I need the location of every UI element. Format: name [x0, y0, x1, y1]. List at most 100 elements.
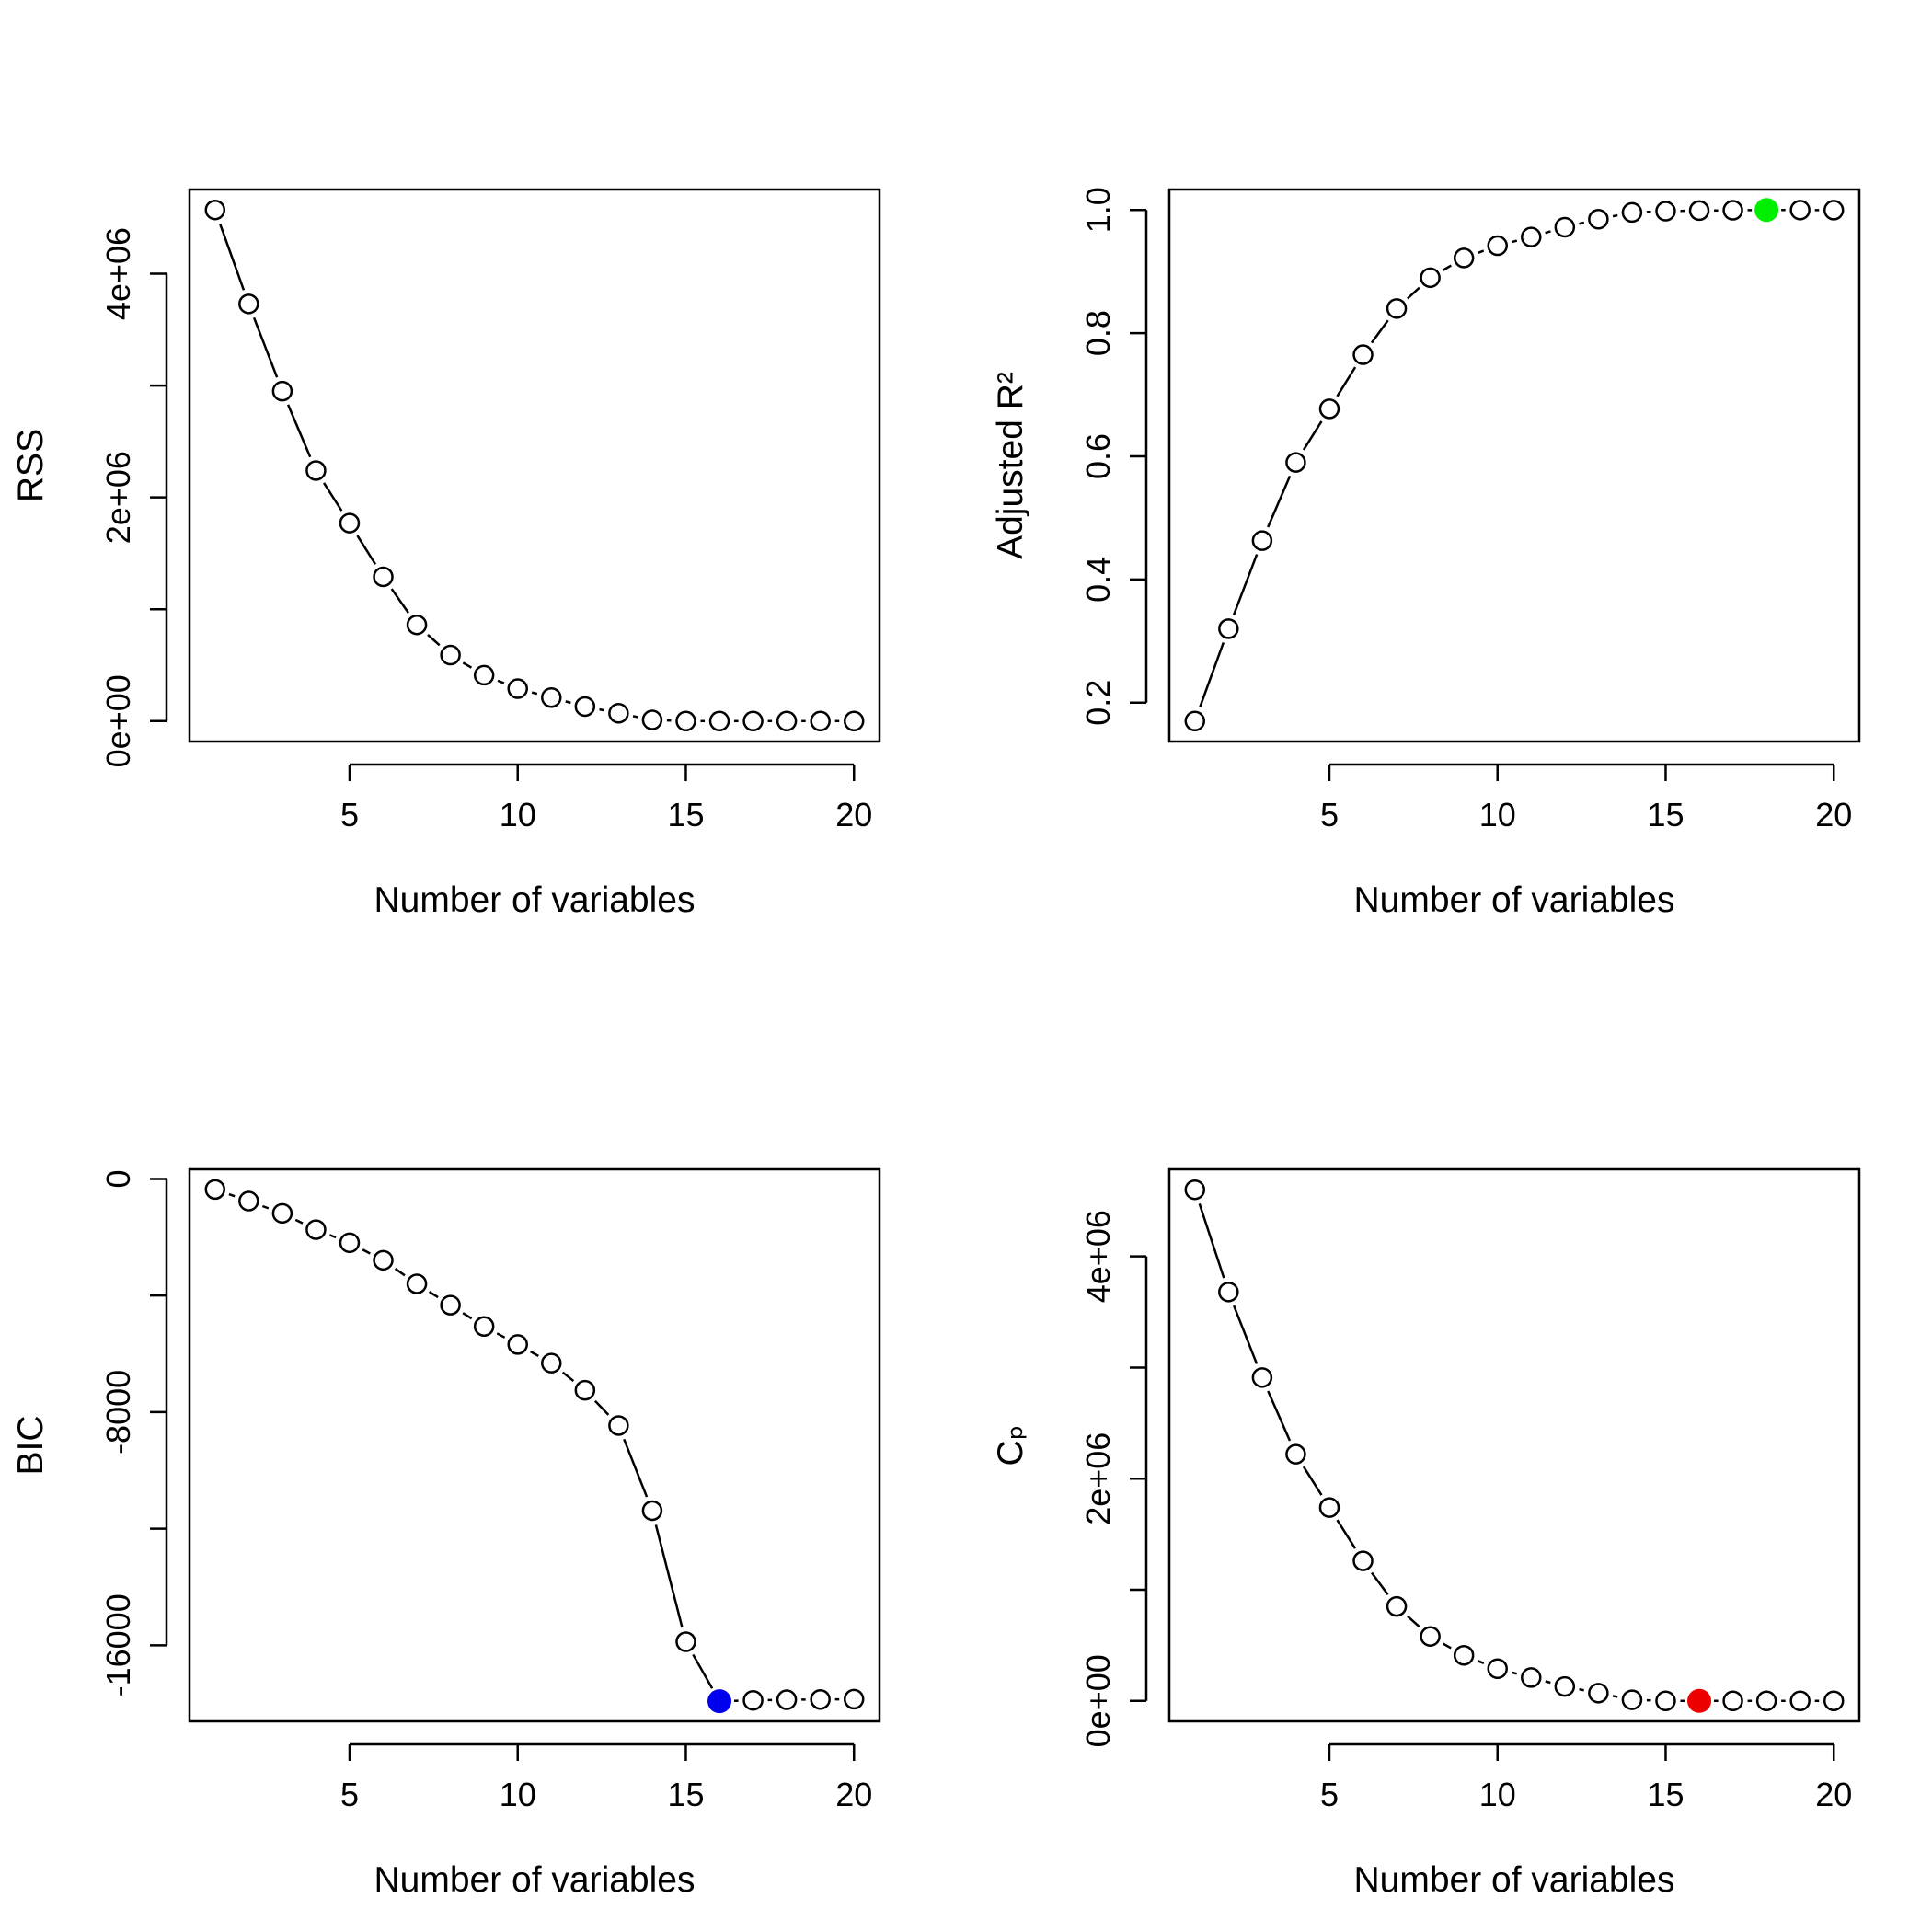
data-point — [473, 664, 495, 686]
data-point — [1251, 530, 1273, 551]
highlight-point — [707, 1689, 732, 1714]
x-axis-title: Number of variables — [374, 1860, 696, 1900]
connector-segment — [593, 1399, 610, 1416]
y-tick-label: 0.6 — [1079, 433, 1117, 479]
data-point — [843, 710, 865, 732]
data-point — [608, 1415, 629, 1436]
y-tick-label: -8000 — [99, 1370, 137, 1455]
x-tick-label: 5 — [340, 796, 359, 834]
data-point — [742, 1689, 764, 1711]
data-point — [1554, 216, 1576, 238]
y-tick-label: 0.4 — [1079, 557, 1117, 603]
x-axis-title: Number of variables — [1354, 880, 1675, 920]
connector-segment — [356, 535, 377, 566]
data-point — [440, 1294, 461, 1316]
data-point — [507, 1334, 528, 1355]
connector-segment — [654, 1524, 684, 1628]
data-point — [238, 1190, 259, 1212]
connector-segment — [1267, 1390, 1292, 1442]
data-point — [339, 512, 361, 534]
connector-segment — [1336, 1519, 1357, 1549]
connector-segment — [362, 1248, 371, 1255]
y-tick-label: -16000 — [99, 1593, 137, 1696]
data-point — [675, 1631, 696, 1652]
data-point — [1789, 1690, 1811, 1712]
x-tick-label: 10 — [500, 1776, 536, 1813]
data-point — [373, 566, 394, 588]
connector-segment — [1545, 1680, 1551, 1685]
chart-panel-adjr2: 5 10 15 20 0.2 0.4 0.6 0.8 1.0 Number of variable… — [991, 187, 1861, 920]
x-tick-label: 5 — [1320, 1776, 1339, 1813]
plot-frame — [1167, 188, 1861, 743]
chart-panel-bic: 5 10 15 20 0 -8000 -16000 Number of variables BI… — [11, 1167, 881, 1900]
x-tick-label: 15 — [667, 1776, 704, 1813]
data-point — [641, 1500, 663, 1522]
data-point — [1318, 398, 1340, 420]
data-point — [541, 1352, 562, 1374]
y-axis-title: BIC — [11, 1415, 51, 1475]
connector-segment — [261, 1204, 270, 1210]
x-axis-title: Number of variables — [374, 880, 696, 920]
connector-segment — [286, 404, 312, 458]
connector-segment — [632, 715, 638, 719]
data-point — [608, 703, 629, 724]
data-point — [473, 1316, 495, 1337]
connector-segment — [328, 1234, 337, 1239]
data-point — [1521, 226, 1542, 247]
x-axis-title: Number of variables — [1354, 1860, 1675, 1900]
data-point — [1184, 1179, 1206, 1201]
y-axis-title: RSS — [11, 429, 51, 502]
chart-panel-cp: 5 10 15 20 0e+00 2e+06 4e+06 Number of variable… — [991, 1167, 1861, 1900]
x-tick-label: 10 — [1479, 1776, 1516, 1813]
data-point — [271, 1202, 293, 1225]
data-point — [373, 1249, 394, 1271]
x-tick-label: 20 — [1815, 796, 1852, 834]
data-point — [305, 460, 327, 481]
connector-segment — [428, 1290, 439, 1299]
y-tick-label: 0.8 — [1079, 310, 1117, 356]
data-point — [271, 380, 293, 402]
chart-panel-rss: 5 10 15 20 0e+00 2e+06 4e+06 Number of variable… — [11, 188, 881, 920]
data-point — [1722, 200, 1743, 221]
data-point — [776, 710, 798, 732]
data-point — [1521, 1667, 1542, 1688]
connector-segment — [1477, 249, 1485, 255]
connector-segment — [1442, 1642, 1452, 1650]
data-point — [776, 1689, 798, 1710]
highlight-point — [1754, 198, 1779, 223]
connector-segment — [294, 1218, 304, 1225]
data-point — [1218, 1282, 1239, 1303]
x-tick-label: 20 — [835, 796, 872, 834]
data-point — [440, 644, 461, 666]
data-point — [675, 710, 696, 732]
data-point — [1588, 209, 1609, 230]
connector-segment — [1442, 264, 1453, 271]
data-point — [1588, 1683, 1609, 1704]
plot-frame — [188, 188, 881, 743]
connector-segment — [1579, 1687, 1584, 1692]
y-tick-label: 0 — [99, 1169, 137, 1188]
data-point — [1184, 710, 1206, 732]
data-point — [1218, 618, 1239, 639]
data-point — [1285, 452, 1306, 473]
connector-segment — [496, 1332, 506, 1339]
data-point — [1420, 267, 1441, 289]
connector-segment — [565, 700, 571, 705]
data-point — [1420, 1626, 1441, 1647]
connector-segment — [427, 633, 441, 647]
y-tick-label: 2e+06 — [99, 451, 137, 544]
connector-segment — [1407, 1615, 1420, 1628]
x-tick-label: 20 — [1815, 1776, 1852, 1813]
data-point — [1789, 200, 1811, 221]
data-point — [1823, 200, 1845, 221]
y-tick-label: 1.0 — [1079, 187, 1117, 233]
data-point — [406, 1273, 428, 1294]
connector-segment — [1232, 554, 1259, 615]
connector-segment — [623, 1438, 649, 1498]
data-point — [1285, 1443, 1306, 1465]
data-point — [1823, 1690, 1845, 1712]
x-tick-label: 10 — [500, 796, 536, 834]
plot-frame — [188, 1167, 881, 1723]
data-point — [1655, 1690, 1676, 1712]
